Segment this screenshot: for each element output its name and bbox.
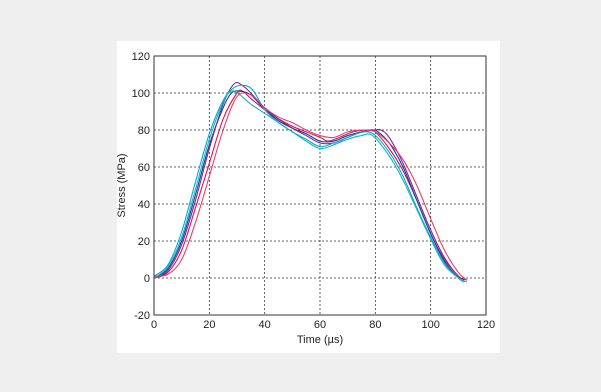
chart-figure: 0 20 40 60 80 100 120 -20 0 20 40 60 80 100 120 Time (… (117, 41, 500, 353)
series-group (153, 81, 468, 283)
y-tick-label: 60 (138, 162, 150, 174)
x-tick-label: 100 (421, 319, 439, 331)
y-axis-title: Stress (MPa) (117, 153, 128, 217)
x-axis-title: Time (µs) (297, 334, 343, 346)
y-tick-label: 80 (138, 125, 150, 137)
y-tick-label: -20 (134, 310, 150, 322)
x-tick-label: 0 (151, 319, 157, 331)
x-tick-label: 120 (477, 319, 495, 331)
plot-area-frame (153, 55, 487, 316)
x-tick-label: 80 (369, 319, 381, 331)
series-line-1 (153, 89, 465, 281)
y-tick-label: 0 (144, 273, 150, 285)
x-tick-label: 60 (314, 319, 326, 331)
y-tick-label: 120 (132, 51, 150, 63)
y-tick-label: 20 (138, 236, 150, 248)
grid (154, 56, 486, 315)
x-tick-label: 40 (259, 319, 271, 331)
y-tick-label: 100 (132, 88, 150, 100)
series-line-2 (153, 90, 465, 283)
series-line-6 (153, 92, 468, 281)
y-tick-label: 40 (138, 199, 150, 211)
series-line-4 (153, 84, 468, 283)
series-line-3 (153, 81, 468, 281)
series-line-5 (153, 90, 465, 283)
x-tick-label: 20 (203, 319, 215, 331)
